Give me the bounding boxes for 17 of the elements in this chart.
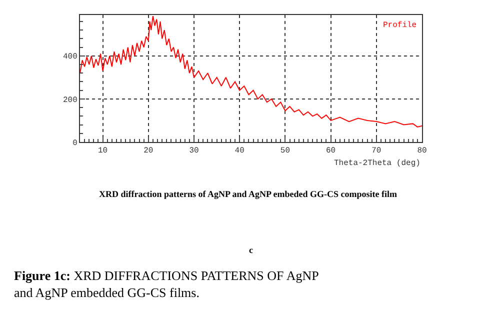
x-tick-label: 10 <box>98 146 108 156</box>
text: XRD diffraction patterns of AgNP and AgNP embeded GG-CS composite film <box>99 188 398 199</box>
x-axis-title: Theta-2Theta (deg) <box>334 159 420 168</box>
x-tick-label: 70 <box>372 146 382 156</box>
x-tick-label: 30 <box>189 146 199 156</box>
caption: Figure 1c: XRD DIFFRACTIONS PATTERNS OF AgNP and AgNP embedded GG-CS films. <box>14 268 319 300</box>
text: c <box>249 245 253 255</box>
x-tick-label: 50 <box>280 146 290 156</box>
x-tick-label: 80 <box>417 146 427 156</box>
y-tick-label: 400 <box>62 52 78 62</box>
line-series <box>80 16 422 128</box>
x-tick-label: 60 <box>326 146 336 156</box>
y-tick-label: 0 <box>72 138 78 148</box>
x-tick-label: 40 <box>234 146 245 156</box>
x-tick-label: 20 <box>144 146 154 156</box>
text: Profile <box>383 21 417 30</box>
y-tick-label: 200 <box>62 96 78 105</box>
